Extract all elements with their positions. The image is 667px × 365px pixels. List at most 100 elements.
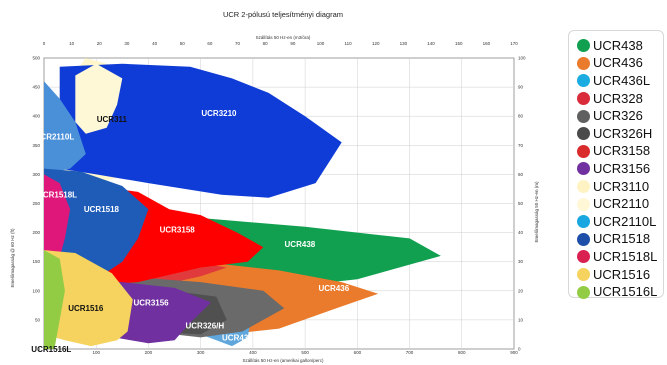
bottom-x-tick-label: 700 <box>406 350 414 355</box>
area-label-ucr3156: UCR3156 <box>133 298 169 307</box>
right-y-tick-label: 10 <box>518 317 524 322</box>
top-x-tick-label: 90 <box>290 41 296 46</box>
legend-swatch <box>577 268 590 282</box>
top-x-tick-label: 40 <box>152 41 158 46</box>
legend-swatch <box>577 109 590 123</box>
legend-item: UCR1518L <box>577 248 663 266</box>
top-x-tick-label: 30 <box>124 41 130 46</box>
legend-item: UCR3110 <box>577 178 663 196</box>
chart-legend: UCR438 UCR436 UCR436L UCR328 UCR326 UCR326H UC… <box>568 30 664 301</box>
left-y-tick-label: 0 <box>37 347 40 352</box>
bottom-x-tick-label: 100 <box>92 350 100 355</box>
area-label-ucr1518: UCR1518 <box>84 205 120 214</box>
right-y-tick-label: 90 <box>518 85 524 90</box>
left-y-tick-label: 300 <box>32 172 40 177</box>
left-y-tick-label: 350 <box>32 143 40 148</box>
area-label-ucr326h: UCR326/H <box>186 322 225 331</box>
top-x-tick-label: 120 <box>372 41 380 46</box>
left-y-tick-label: 50 <box>35 317 41 322</box>
bottom-x-tick-label: 200 <box>145 350 153 355</box>
bottom-x-tick-label: 600 <box>354 350 362 355</box>
area-ucr1516l <box>44 250 65 349</box>
legend-item: UCR2110 <box>577 195 663 213</box>
area-ucr3210 <box>59 63 342 198</box>
area-label-ucr438: UCR438 <box>285 240 316 249</box>
right-y-tick-label: 0 <box>518 347 521 352</box>
legend-item: UCR1516L <box>577 283 663 301</box>
right-y-tick-label: 40 <box>518 230 524 235</box>
legend-item: UCR326 <box>577 107 663 125</box>
left-y-tick-label: 450 <box>32 85 40 90</box>
legend-label: UCR2110 <box>593 196 650 212</box>
legend-swatch <box>577 74 590 88</box>
legend-label: UCR2110L <box>593 213 657 229</box>
legend-label: UCR1516 <box>593 266 651 282</box>
top-x-axis-label: Szállítás 50 Hz-en (m3/óra) <box>256 35 311 40</box>
legend-item: UCR3156 <box>577 160 663 178</box>
chart-area: UCR 2-pólusú teljesítményi diagram Száll… <box>10 10 539 363</box>
area-ucr1516 <box>44 250 133 347</box>
legend-label: UCR328 <box>593 90 643 106</box>
legend-item: UCR436L <box>577 72 663 90</box>
legend-label: UCR436L <box>593 72 651 88</box>
top-x-tick-label: 70 <box>235 41 241 46</box>
legend-label: UCR438 <box>593 37 643 53</box>
top-x-tick-label: 10 <box>69 41 75 46</box>
legend-item: UCR2110L <box>577 213 663 231</box>
area-label-ucr3158: UCR3158 <box>160 226 196 235</box>
left-y-tick-label: 400 <box>32 114 40 119</box>
legend-label: UCR1516L <box>593 284 658 300</box>
bottom-x-axis-label: Szállítás 50 Hz-en (amerikai gallon/perc… <box>242 358 324 363</box>
right-y-tick-label: 100 <box>518 56 526 61</box>
top-x-tick-label: 100 <box>317 41 325 46</box>
right-y-tick-label: 20 <box>518 288 524 293</box>
legend-swatch <box>577 92 590 106</box>
right-y-tick-label: 60 <box>518 172 524 177</box>
area-label-ucr1518l: UCR1518L <box>37 191 77 200</box>
area-ucr2110l <box>44 81 86 175</box>
bottom-x-tick-label: 500 <box>301 350 309 355</box>
legend-swatch <box>577 180 590 194</box>
bottom-x-tick-label: 900 <box>510 350 518 355</box>
area-label-ucr3210: UCR3210 <box>201 109 237 118</box>
legend-item: UCR326H <box>577 125 663 143</box>
left-y-axis-label: Emelőmagasság @ 60 Hz (ft) <box>10 228 15 288</box>
left-y-tick-label: 100 <box>32 288 40 293</box>
legend-swatch <box>577 215 590 229</box>
bottom-x-tick-label: 400 <box>249 350 257 355</box>
bottom-x-tick-label: 800 <box>458 350 466 355</box>
legend-swatch <box>577 144 590 158</box>
right-y-axis-label: Emelőmagasság 50 Hz-en (m) <box>534 181 539 243</box>
top-x-tick-label: 130 <box>400 41 408 46</box>
right-y-tick-label: 80 <box>518 114 524 119</box>
legend-item: UCR1518 <box>577 231 663 249</box>
top-x-tick-label: 170 <box>510 41 518 46</box>
top-x-tick-label: 110 <box>345 41 353 46</box>
legend-item: UCR3158 <box>577 143 663 161</box>
legend-swatch <box>577 232 590 246</box>
top-x-tick-label: 50 <box>180 41 186 46</box>
legend-label: UCR436 <box>593 55 643 71</box>
legend-swatch <box>577 250 590 264</box>
performance-chart: UCR 2-pólusú teljesítményi diagram Száll… <box>10 10 539 363</box>
legend-swatch <box>577 56 590 70</box>
area-label-ucr1516l: UCR1516L <box>31 345 71 354</box>
top-x-tick-label: 20 <box>97 41 103 46</box>
chart-title: UCR 2-pólusú teljesítményi diagram <box>223 10 343 19</box>
left-y-tick-label: 500 <box>32 56 40 61</box>
legend-label: UCR3156 <box>593 160 651 176</box>
legend-label: UCR326 <box>593 108 643 124</box>
top-x-tick-label: 60 <box>207 41 213 46</box>
legend-label: UCR1518 <box>593 231 651 247</box>
legend-swatch <box>577 197 590 211</box>
legend-item: UCR436 <box>577 55 663 73</box>
legend-swatch <box>577 285 590 299</box>
top-x-tick-label: 140 <box>427 41 435 46</box>
top-x-tick-label: 160 <box>483 41 491 46</box>
area-label-ucr1516: UCR1516 <box>68 304 104 313</box>
top-x-tick-label: 0 <box>43 41 46 46</box>
legend-label: UCR1518L <box>593 248 658 264</box>
legend-item: UCR438 <box>577 37 663 55</box>
legend-swatch <box>577 127 590 141</box>
area-label-ucr436: UCR436 <box>318 284 349 293</box>
